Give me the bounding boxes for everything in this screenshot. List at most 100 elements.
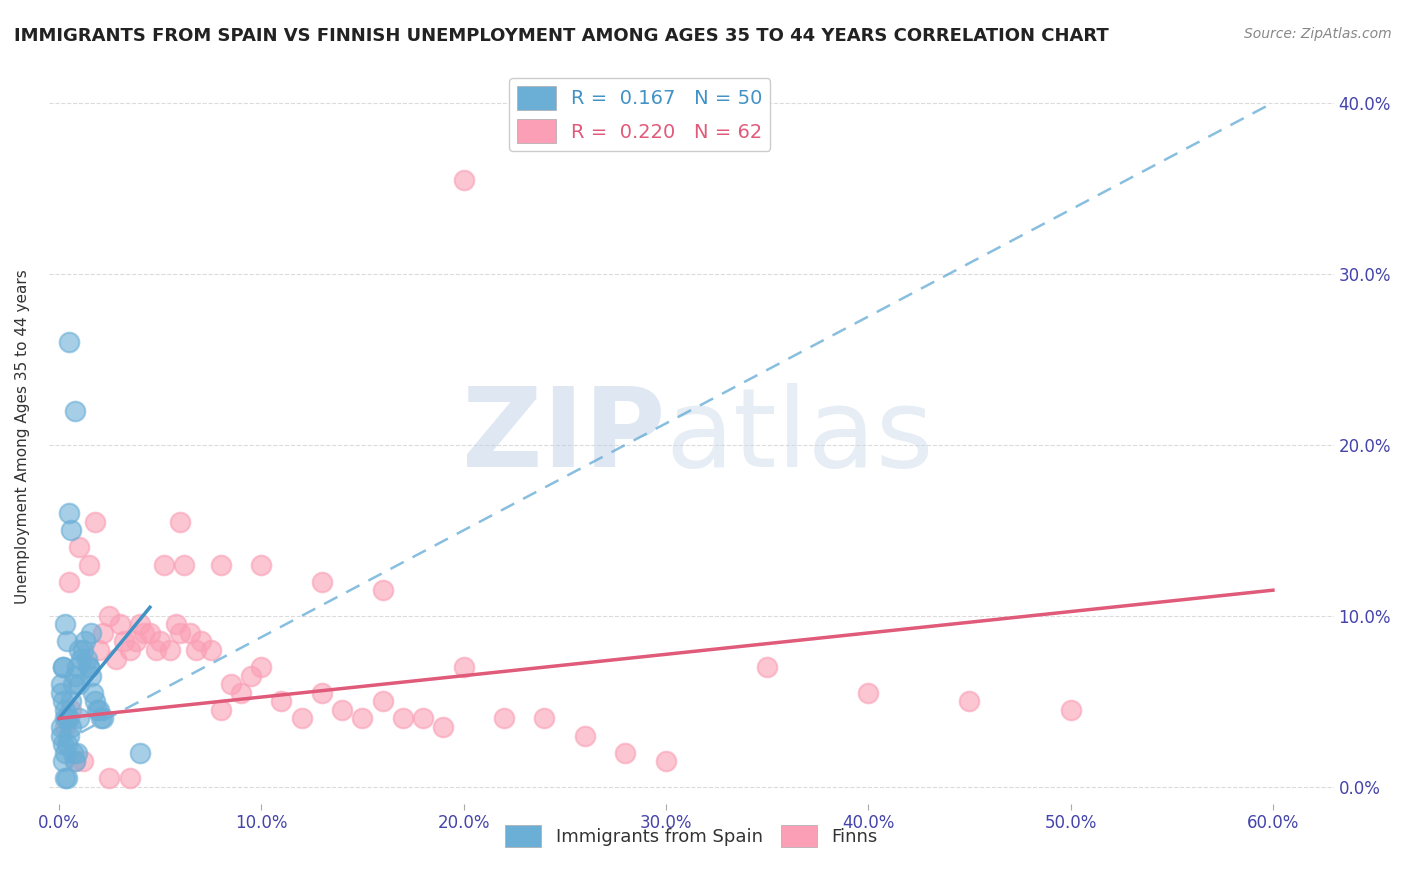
- Point: [52, 754, 75, 768]
- Point: [118, 643, 141, 657]
- Point: [533, 711, 555, 725]
- Point: [56, 634, 79, 648]
- Point: [229, 686, 252, 700]
- Point: [453, 660, 475, 674]
- Point: [52, 660, 75, 674]
- Point: [82, 686, 104, 700]
- Point: [49, 677, 72, 691]
- Point: [86, 703, 108, 717]
- Point: [56, 772, 79, 786]
- Point: [165, 617, 187, 632]
- Point: [250, 558, 273, 572]
- Point: [756, 660, 779, 674]
- Point: [63, 669, 86, 683]
- Point: [72, 643, 94, 657]
- Point: [84, 515, 107, 529]
- Point: [67, 677, 90, 691]
- Point: [58, 506, 80, 520]
- Point: [77, 660, 100, 674]
- Point: [240, 669, 263, 683]
- Point: [53, 772, 76, 786]
- Point: [70, 651, 93, 665]
- Text: atlas: atlas: [665, 383, 934, 490]
- Point: [56, 737, 79, 751]
- Point: [153, 558, 176, 572]
- Point: [209, 703, 232, 717]
- Point: [352, 711, 374, 725]
- Point: [371, 694, 394, 708]
- Point: [76, 651, 98, 665]
- Point: [655, 754, 678, 768]
- Point: [179, 626, 201, 640]
- Point: [93, 711, 115, 725]
- Point: [89, 643, 111, 657]
- Point: [392, 711, 415, 725]
- Point: [53, 703, 76, 717]
- Point: [67, 541, 90, 555]
- Point: [52, 694, 75, 708]
- Point: [60, 524, 83, 538]
- Point: [52, 660, 75, 674]
- Point: [53, 617, 76, 632]
- Point: [56, 711, 79, 725]
- Point: [98, 772, 121, 786]
- Text: Source: ZipAtlas.com: Source: ZipAtlas.com: [1244, 27, 1392, 41]
- Point: [58, 711, 80, 725]
- Point: [63, 754, 86, 768]
- Point: [957, 694, 980, 708]
- Point: [84, 694, 107, 708]
- Point: [90, 711, 112, 725]
- Point: [77, 660, 100, 674]
- Point: [492, 711, 515, 725]
- Point: [1059, 703, 1081, 717]
- Point: [66, 746, 89, 760]
- Point: [60, 720, 83, 734]
- Point: [132, 626, 155, 640]
- Point: [80, 626, 103, 640]
- Point: [858, 686, 880, 700]
- Point: [49, 720, 72, 734]
- Point: [270, 694, 292, 708]
- Point: [60, 694, 83, 708]
- Point: [66, 660, 89, 674]
- Point: [186, 643, 208, 657]
- Y-axis label: Unemployment Among Ages 35 to 44 years: Unemployment Among Ages 35 to 44 years: [15, 268, 30, 604]
- Point: [125, 634, 148, 648]
- Point: [67, 711, 90, 725]
- Point: [58, 729, 80, 743]
- Point: [53, 711, 76, 725]
- Point: [104, 651, 127, 665]
- Point: [291, 711, 314, 725]
- Point: [173, 558, 195, 572]
- Point: [412, 711, 434, 725]
- Point: [75, 634, 97, 648]
- Point: [89, 703, 111, 717]
- Point: [118, 772, 141, 786]
- Point: [432, 720, 454, 734]
- Point: [108, 617, 131, 632]
- Point: [330, 703, 353, 717]
- Point: [311, 686, 333, 700]
- Point: [72, 754, 94, 768]
- Point: [62, 746, 84, 760]
- Legend: R =  0.167   N = 50, R =  0.220   N = 62: R = 0.167 N = 50, R = 0.220 N = 62: [509, 78, 770, 151]
- Point: [112, 634, 135, 648]
- Point: [574, 729, 596, 743]
- Point: [371, 583, 394, 598]
- Point: [200, 643, 222, 657]
- Point: [209, 558, 232, 572]
- Point: [149, 634, 172, 648]
- Point: [169, 515, 191, 529]
- Point: [190, 634, 212, 648]
- Text: IMMIGRANTS FROM SPAIN VS FINNISH UNEMPLOYMENT AMONG AGES 35 TO 44 YEARS CORRELAT: IMMIGRANTS FROM SPAIN VS FINNISH UNEMPLO…: [14, 27, 1109, 45]
- Point: [77, 558, 100, 572]
- Point: [49, 729, 72, 743]
- Point: [614, 746, 637, 760]
- Point: [128, 617, 150, 632]
- Point: [453, 172, 475, 186]
- Point: [80, 669, 103, 683]
- Point: [60, 703, 83, 717]
- Point: [52, 737, 75, 751]
- Point: [93, 626, 115, 640]
- Point: [63, 403, 86, 417]
